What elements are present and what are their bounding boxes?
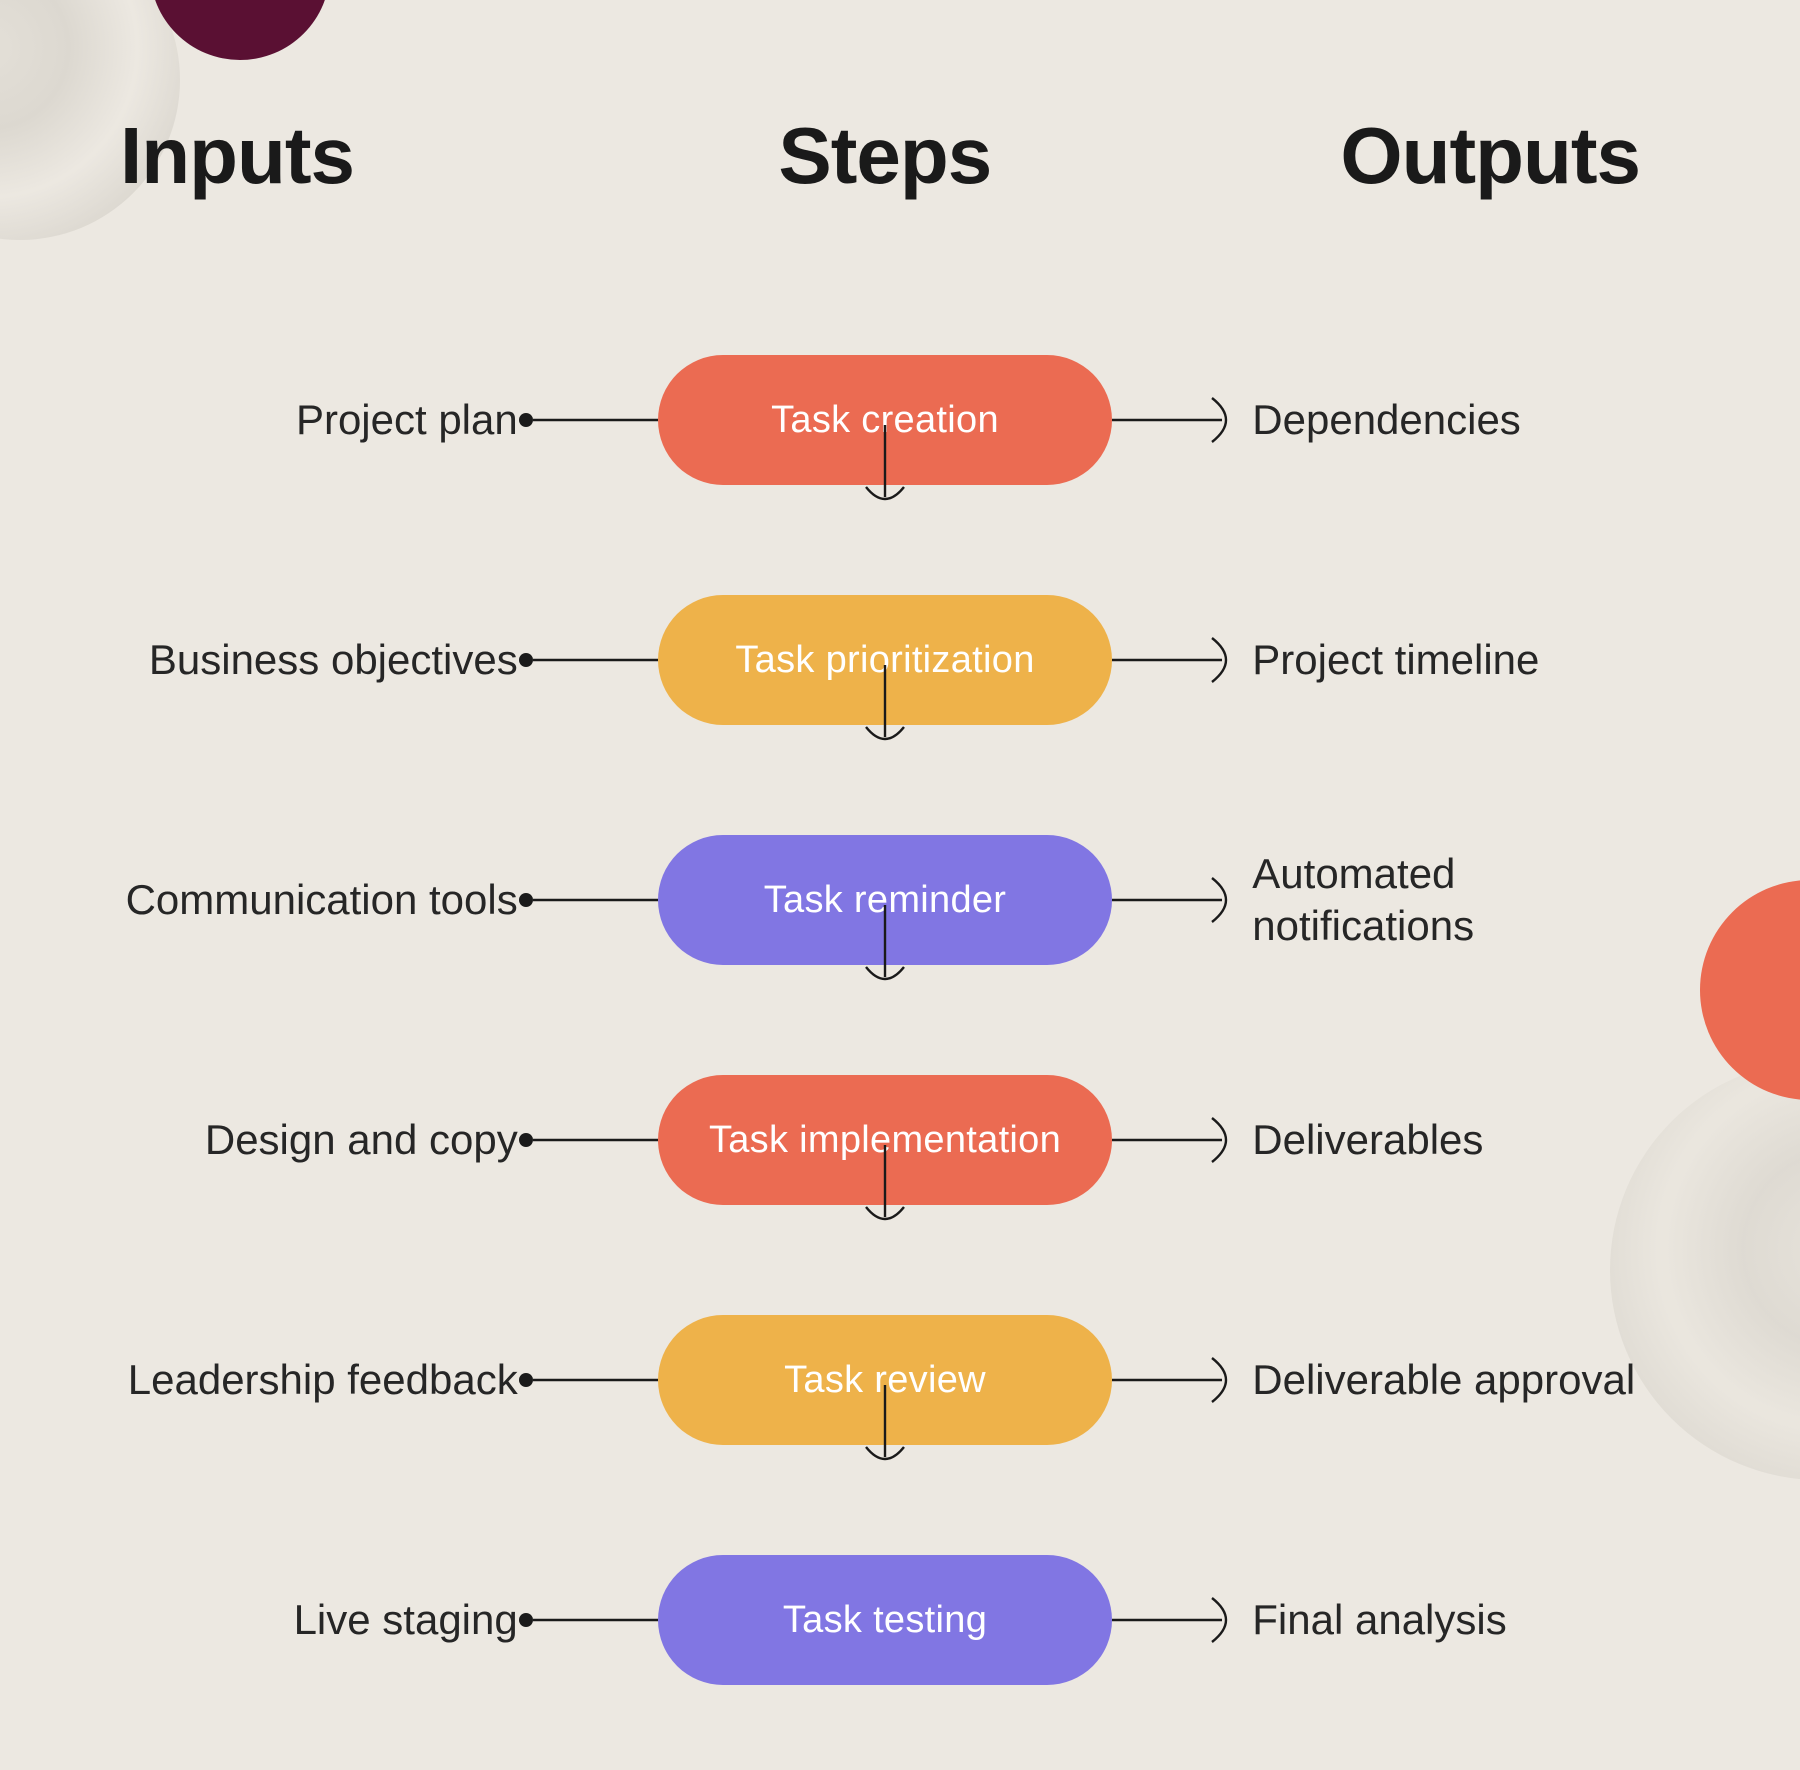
step-pill: Task prioritization: [658, 595, 1113, 725]
connector-arrow-icon: [1112, 1075, 1252, 1205]
step-pill: Task creation: [658, 355, 1113, 485]
connector-dot-line-icon: [518, 1555, 658, 1685]
connector-arrow-icon: [1112, 355, 1252, 485]
step-pill: Task testing: [658, 1555, 1113, 1685]
flow-row: Project plan Task creation Dependencies: [0, 300, 1800, 540]
flow-row: Communication tools Task reminder Automate…: [0, 780, 1800, 1020]
input-label: Project plan: [120, 394, 518, 447]
header-inputs: Inputs: [120, 110, 617, 202]
input-label: Design and copy: [120, 1114, 518, 1167]
header-outputs: Outputs: [1152, 110, 1650, 202]
step-label: Task testing: [783, 1599, 987, 1642]
flow-row: Design and copy Task implementation Delive…: [0, 1020, 1800, 1260]
input-label: Business objectives: [120, 634, 518, 687]
flow-rows: Project plan Task creation Dependencies Bus…: [0, 300, 1800, 1740]
connector-dot-line-icon: [518, 1315, 658, 1445]
input-label: Live staging: [120, 1594, 518, 1647]
down-arrow-icon: [860, 425, 910, 545]
connector-arrow-icon: [1112, 1315, 1252, 1445]
output-label: Dependencies: [1252, 394, 1650, 447]
down-arrow-icon: [860, 905, 910, 1025]
input-label: Communication tools: [120, 874, 518, 927]
step-pill: Task implementation: [658, 1075, 1113, 1205]
connector-dot-line-icon: [518, 595, 658, 725]
connector-dot-line-icon: [518, 835, 658, 965]
output-label: Deliverable approval: [1252, 1354, 1650, 1407]
flow-row: Business objectives Task prioritization Pr…: [0, 540, 1800, 780]
connector-dot-line-icon: [518, 1075, 658, 1205]
step-pill: Task review: [658, 1315, 1113, 1445]
output-label: Final analysis: [1252, 1594, 1650, 1647]
connector-arrow-icon: [1112, 835, 1252, 965]
flow-row: Leadership feedback Task review Deliverabl…: [0, 1260, 1800, 1500]
output-label: Automated notifications: [1252, 848, 1650, 953]
connector-dot-line-icon: [518, 355, 658, 485]
output-label: Project timeline: [1252, 634, 1650, 687]
down-arrow-icon: [860, 665, 910, 785]
header-steps: Steps: [617, 110, 1152, 202]
input-label: Leadership feedback: [120, 1354, 518, 1407]
column-headers: Inputs Steps Outputs: [0, 110, 1800, 202]
step-pill: Task reminder: [658, 835, 1113, 965]
connector-arrow-icon: [1112, 1555, 1252, 1685]
output-label: Deliverables: [1252, 1114, 1650, 1167]
down-arrow-icon: [860, 1385, 910, 1505]
flow-row: Live staging Task testing Final analysis: [0, 1500, 1800, 1740]
down-arrow-icon: [860, 1145, 910, 1265]
connector-arrow-icon: [1112, 595, 1252, 725]
